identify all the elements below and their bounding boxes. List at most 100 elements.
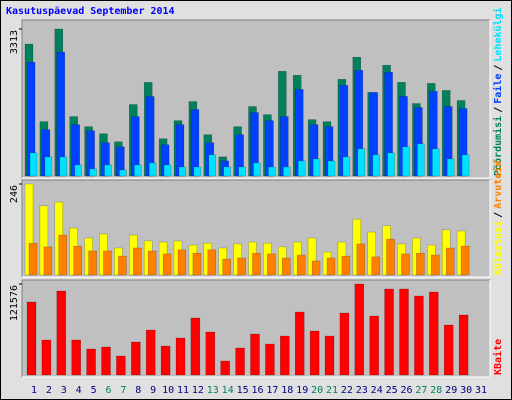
legend: Külastusi / Arvuteid xyxy=(492,161,504,275)
bar xyxy=(357,148,366,177)
bar xyxy=(265,343,275,376)
bar xyxy=(223,166,231,177)
bar xyxy=(280,335,290,376)
x-tick-label: 22 xyxy=(341,385,353,396)
x-tick-label: 2 xyxy=(46,385,52,396)
legend-entry: Lehekülgi xyxy=(492,7,504,61)
bar xyxy=(208,154,217,177)
x-tick-label: 12 xyxy=(192,385,204,396)
x-tick-label: 23 xyxy=(356,385,368,396)
bar xyxy=(222,258,231,276)
bar xyxy=(268,166,276,177)
bar xyxy=(162,253,172,276)
x-tick-label: 9 xyxy=(150,385,156,396)
x-tick-label: 4 xyxy=(76,385,82,396)
bar xyxy=(131,341,141,376)
bar xyxy=(103,250,112,276)
bar xyxy=(432,148,440,177)
bar xyxy=(190,109,200,177)
bar xyxy=(283,166,291,177)
x-tick-label: 11 xyxy=(177,385,189,396)
bar xyxy=(294,311,305,376)
bar xyxy=(101,346,111,376)
bar xyxy=(445,247,455,276)
bar xyxy=(250,333,260,376)
bar xyxy=(446,158,455,177)
bar xyxy=(145,329,156,376)
bar xyxy=(160,345,171,376)
bar xyxy=(56,290,67,376)
bar xyxy=(341,255,351,276)
bar xyxy=(443,324,454,376)
bar xyxy=(190,317,201,376)
legend: Pöördumisi / Faile / Lehekülgi xyxy=(492,7,504,176)
bar xyxy=(312,158,321,177)
bar xyxy=(58,234,68,276)
chart-title: Kasutuspäevad September 2014 xyxy=(6,6,175,17)
bar xyxy=(89,168,97,177)
bar xyxy=(205,331,216,376)
bar xyxy=(59,156,68,177)
bar xyxy=(384,288,394,376)
bar xyxy=(324,335,335,376)
bar xyxy=(297,160,306,177)
bar xyxy=(354,283,365,376)
x-tick-label: 16 xyxy=(251,385,263,396)
bar xyxy=(88,250,97,276)
bar xyxy=(237,257,246,276)
legend-entry: Külastusi xyxy=(492,221,504,275)
bar xyxy=(26,301,37,376)
x-tick-label: 3 xyxy=(61,385,67,396)
legend-entry: Pöördumisi xyxy=(492,116,504,176)
bar xyxy=(399,288,409,376)
x-tick-label: 8 xyxy=(135,385,141,396)
x-tick-label: 17 xyxy=(266,385,278,396)
legend-entry: Arvuteid xyxy=(492,161,504,209)
bar xyxy=(458,314,469,376)
bar xyxy=(41,339,52,376)
x-tick-label: 21 xyxy=(326,385,338,396)
x-tick-label: 5 xyxy=(91,385,97,396)
bar xyxy=(371,256,380,276)
x-tick-label: 30 xyxy=(460,385,472,396)
bar xyxy=(431,254,440,276)
bar xyxy=(28,242,38,276)
bar xyxy=(339,312,350,376)
legend-entry: KBaite xyxy=(492,339,504,375)
bar xyxy=(282,257,291,276)
bar xyxy=(74,164,82,177)
bar xyxy=(372,154,380,177)
bar xyxy=(461,154,470,177)
legend-separator: / xyxy=(493,212,504,218)
bar xyxy=(417,143,425,177)
bar xyxy=(235,347,245,376)
bar xyxy=(220,360,230,376)
bar xyxy=(238,166,246,177)
x-tick-label: 20 xyxy=(311,385,323,396)
bar xyxy=(416,252,425,276)
legend-separator: / xyxy=(493,65,504,71)
bar xyxy=(267,253,276,276)
bar xyxy=(252,252,261,276)
bar xyxy=(193,166,202,177)
bar xyxy=(43,246,53,276)
bar xyxy=(133,247,142,276)
bar xyxy=(309,330,320,376)
bar xyxy=(148,162,157,177)
bar xyxy=(178,166,187,177)
x-tick-label: 25 xyxy=(386,385,398,396)
bar xyxy=(356,243,366,276)
bar xyxy=(175,337,186,376)
x-tick-label: 6 xyxy=(105,385,111,396)
x-tick-label: 24 xyxy=(371,385,383,396)
bar xyxy=(119,169,127,177)
bar xyxy=(73,245,82,276)
x-tick-label: 7 xyxy=(120,385,126,396)
bar xyxy=(116,355,126,376)
bar xyxy=(192,252,202,276)
bar xyxy=(134,164,142,177)
bar xyxy=(163,164,172,177)
x-tick-label: 31 xyxy=(475,385,487,396)
x-tick-label: 29 xyxy=(445,385,457,396)
